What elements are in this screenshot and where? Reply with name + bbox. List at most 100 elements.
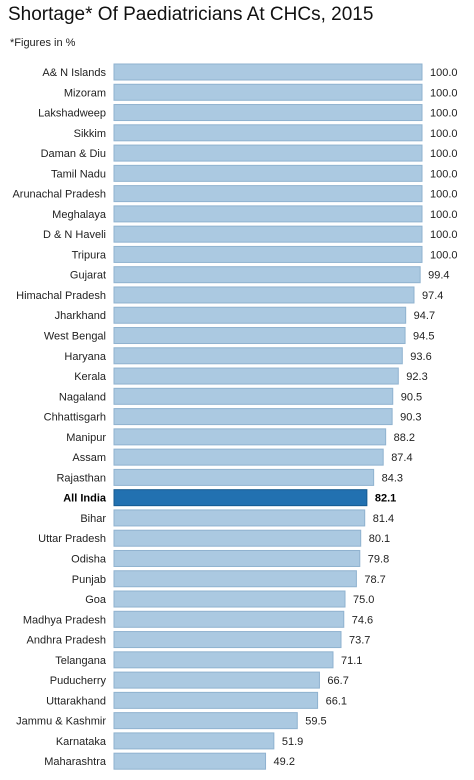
bar-tamil-nadu [113, 164, 423, 182]
category-label-uttarakhand: Uttarakhand [46, 695, 106, 707]
category-label-jammu-kashmir: Jammu & Kashmir [16, 716, 106, 728]
value-label-sikkim: 100.0 [430, 128, 458, 140]
category-label-telangana: Telangana [55, 655, 107, 667]
value-label-mizoram: 100.0 [430, 87, 458, 99]
value-label-arunachal-pradesh: 100.0 [430, 189, 458, 201]
category-label-nagaland: Nagaland [59, 391, 106, 403]
bar-punjab [113, 570, 357, 588]
category-label-karnataka: Karnataka [56, 736, 107, 748]
value-label-karnataka: 51.9 [282, 736, 303, 748]
bar-mizoram [113, 83, 423, 101]
value-label-goa: 75.0 [353, 594, 374, 606]
value-label-all-india: 82.1 [375, 493, 396, 505]
value-label-telangana: 71.1 [341, 655, 362, 667]
category-label-uttar-pradesh: Uttar Pradesh [38, 533, 106, 545]
value-label-manipur: 88.2 [394, 432, 415, 444]
category-label-punjab: Punjab [72, 574, 106, 586]
category-label-meghalaya: Meghalaya [52, 209, 107, 221]
category-label-arunachal-pradesh: Arunachal Pradesh [12, 189, 106, 201]
bar-uttar-pradesh [113, 529, 362, 547]
bar-sikkim [113, 124, 423, 142]
category-label-d-n-haveli: D & N Haveli [43, 229, 106, 241]
value-label-tripura: 100.0 [430, 249, 458, 261]
category-label-jharkhand: Jharkhand [55, 310, 106, 322]
value-label-haryana: 93.6 [410, 351, 431, 363]
category-label-sikkim: Sikkim [74, 128, 106, 140]
bar-karnataka [113, 732, 275, 750]
bar-jammu-kashmir [113, 712, 298, 730]
bar-assam [113, 448, 384, 466]
value-label-maharashtra: 49.2 [274, 756, 295, 768]
value-label-rajasthan: 84.3 [382, 472, 403, 484]
bar-nagaland [113, 387, 394, 405]
category-label-kerala: Kerala [74, 371, 107, 383]
bar-d-n-haveli [113, 225, 423, 243]
category-label-daman-diu: Daman & Diu [41, 148, 106, 160]
value-label-himachal-pradesh: 97.4 [422, 290, 443, 302]
category-label-gujarat: Gujarat [70, 270, 106, 282]
bar-jharkhand [113, 306, 407, 324]
value-label-odisha: 79.8 [368, 553, 389, 565]
value-label-west-bengal: 94.5 [413, 331, 434, 343]
category-label-tamil-nadu: Tamil Nadu [51, 168, 106, 180]
category-label-mizoram: Mizoram [64, 87, 106, 99]
bar-puducherry [113, 671, 320, 689]
bar-west-bengal [113, 327, 406, 345]
bar-maharashtra [113, 752, 267, 770]
category-label-himachal-pradesh: Himachal Pradesh [16, 290, 106, 302]
bar-haryana [113, 347, 403, 365]
category-label-chhattisgarh: Chhattisgarh [44, 412, 106, 424]
bar-bihar [113, 509, 366, 527]
value-label-jharkhand: 94.7 [414, 310, 435, 322]
chart-subtitle: *Figures in % [10, 37, 76, 49]
bar-uttarakhand [113, 691, 319, 709]
category-label-andhra-pradesh: Andhra Pradesh [27, 635, 107, 647]
bar-gujarat [113, 266, 421, 284]
category-label-manipur: Manipur [66, 432, 106, 444]
value-label-a-n-islands: 100.0 [430, 67, 458, 79]
category-label-assam: Assam [72, 452, 106, 464]
value-label-jammu-kashmir: 59.5 [305, 716, 326, 728]
value-label-assam: 87.4 [391, 452, 412, 464]
value-label-punjab: 78.7 [364, 574, 385, 586]
bar-arunachal-pradesh [113, 185, 423, 203]
bar-telangana [113, 651, 334, 669]
bar-lakshadweep [113, 104, 423, 122]
bar-andhra-pradesh [113, 631, 342, 649]
bar-odisha [113, 549, 361, 567]
bar-goa [113, 590, 346, 608]
category-label-puducherry: Puducherry [50, 675, 107, 687]
category-label-a-n-islands: A& N Islands [42, 67, 106, 79]
value-label-lakshadweep: 100.0 [430, 108, 458, 120]
value-label-gujarat: 99.4 [428, 270, 449, 282]
value-label-daman-diu: 100.0 [430, 148, 458, 160]
bar-madhya-pradesh [113, 610, 345, 628]
bar-kerala [113, 367, 399, 385]
category-label-goa: Goa [85, 594, 107, 606]
bar-chhattisgarh [113, 408, 393, 426]
value-label-uttarakhand: 66.1 [326, 695, 347, 707]
bar-tripura [113, 245, 423, 263]
category-label-west-bengal: West Bengal [44, 331, 106, 343]
value-label-nagaland: 90.5 [401, 391, 422, 403]
chart-title: Shortage* Of Paediatricians At CHCs, 201… [8, 4, 374, 25]
category-label-all-india: All India [63, 493, 107, 505]
value-label-puducherry: 66.7 [327, 675, 348, 687]
value-label-bihar: 81.4 [373, 513, 394, 525]
value-label-madhya-pradesh: 74.6 [352, 614, 373, 626]
bar-daman-diu [113, 144, 423, 162]
category-label-odisha: Odisha [71, 553, 107, 565]
value-label-kerala: 92.3 [406, 371, 427, 383]
category-label-maharashtra: Maharashtra [44, 756, 107, 768]
value-label-meghalaya: 100.0 [430, 209, 458, 221]
value-label-chhattisgarh: 90.3 [400, 412, 421, 424]
value-label-andhra-pradesh: 73.7 [349, 635, 370, 647]
category-label-rajasthan: Rajasthan [56, 472, 106, 484]
bar-manipur [113, 428, 387, 446]
bar-a-n-islands [113, 63, 423, 81]
bar-meghalaya [113, 205, 423, 223]
value-label-tamil-nadu: 100.0 [430, 168, 458, 180]
bar-all-india [113, 489, 368, 507]
category-label-bihar: Bihar [80, 513, 106, 525]
